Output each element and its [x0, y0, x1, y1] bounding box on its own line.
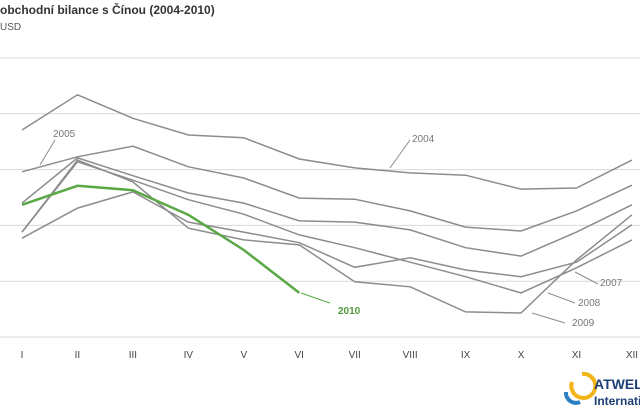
line	[21, 145, 633, 232]
x-tick-label: V	[240, 350, 247, 361]
series-label: 2010	[338, 306, 361, 317]
leader-line	[39, 139, 56, 166]
chart-title: obchodní bilance s Čínou (2004-2010)	[0, 2, 215, 17]
series-label: 2009	[572, 318, 595, 329]
logo-icon	[569, 371, 598, 400]
series-label: 2008	[578, 298, 601, 309]
logo-icon	[564, 391, 581, 405]
line	[21, 159, 633, 314]
logo-text: ATWEL	[594, 376, 640, 392]
x-tick-label: XI	[572, 350, 581, 361]
line	[21, 160, 633, 294]
leader-line	[574, 271, 599, 285]
x-tick-label: VI	[295, 350, 304, 361]
chart-subtitle: USD	[0, 22, 21, 33]
line	[21, 191, 633, 278]
leader-line	[300, 292, 331, 304]
x-tick-label: IV	[184, 350, 194, 361]
x-tick-label: I	[21, 350, 24, 361]
x-tick-label: IX	[461, 350, 471, 361]
leader-line	[547, 292, 576, 304]
series-label: 2005	[53, 129, 76, 140]
x-tick-label: VIII	[403, 350, 418, 361]
line	[21, 157, 633, 257]
series-label: 2007	[600, 278, 623, 289]
x-tick-label: II	[75, 350, 81, 361]
x-tick-label: XII	[626, 350, 638, 361]
logo-text: Internatio	[594, 394, 640, 408]
line	[21, 93, 633, 190]
leader-line	[531, 312, 566, 324]
x-tick-label: III	[129, 350, 137, 361]
series-label: 2004	[412, 134, 435, 145]
leader-line	[389, 139, 411, 169]
logo: ATWEL Internatio	[564, 371, 640, 408]
line	[21, 184, 301, 294]
x-tick-label: VII	[349, 350, 361, 361]
x-tick-label: X	[518, 350, 525, 361]
